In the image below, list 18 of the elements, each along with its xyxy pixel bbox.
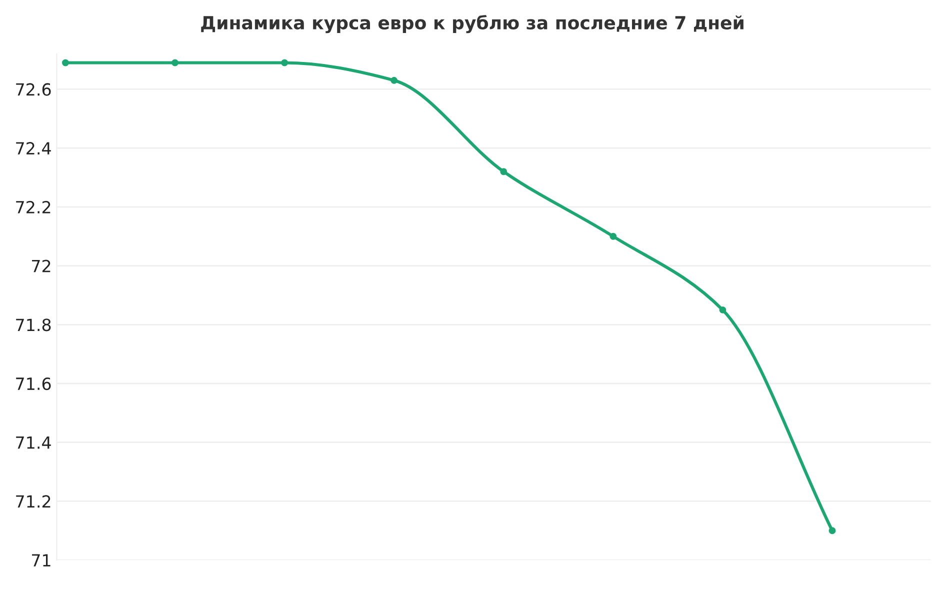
point [62, 59, 69, 66]
y-tick-label: 71.8 [16, 318, 51, 332]
y-tick-label: 71.4 [16, 436, 51, 449]
chart-title: Динамика курса евро к рублю за последние 7 дней [201, 14, 744, 34]
point [172, 59, 178, 66]
point [610, 232, 617, 240]
point [828, 527, 836, 534]
y-tick-label: 72.4 [16, 142, 51, 154]
point [500, 168, 508, 176]
y-tick-label: 72 [32, 260, 50, 272]
y-tick-label: 72.6 [16, 83, 51, 96]
y-tick-label: 71.2 [16, 495, 50, 508]
point [281, 59, 288, 66]
y-tick-label: 71 [32, 554, 50, 566]
point [390, 76, 398, 84]
point [719, 306, 726, 314]
y-tick-label: 71.6 [16, 377, 51, 390]
y-tick-label: 72.2 [16, 200, 50, 214]
